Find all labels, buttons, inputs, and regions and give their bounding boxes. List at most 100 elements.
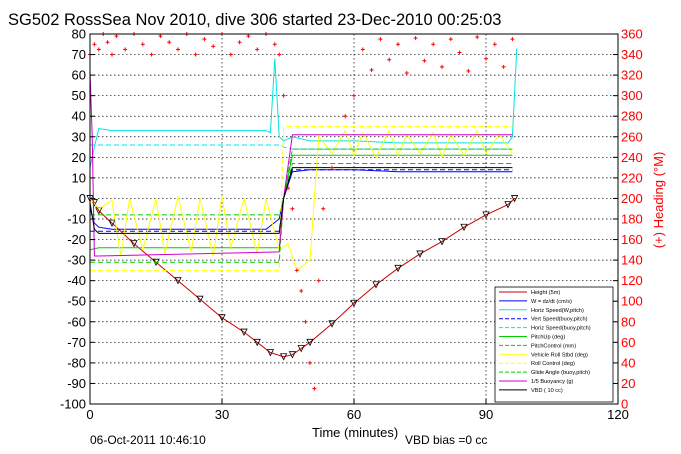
height-marker	[504, 201, 512, 209]
legend-label: Horiz Speed(buoy,pitch)	[531, 326, 591, 332]
y-left-tick-label: -70	[67, 335, 86, 350]
height-marker	[350, 299, 358, 308]
y-left-tick-label: -60	[67, 314, 86, 329]
heading-point	[149, 52, 154, 57]
heading-point	[378, 37, 383, 42]
heading-point	[501, 64, 506, 69]
y-right-tick-label: 240	[621, 150, 643, 165]
heading-point	[321, 206, 326, 211]
height-marker	[460, 223, 468, 232]
heading-point	[404, 71, 409, 76]
heading-point	[316, 278, 321, 283]
series-line-0	[89, 198, 515, 358]
heading-point	[255, 47, 260, 52]
y-right-tick-label: 120	[621, 273, 643, 288]
heading-point	[92, 42, 97, 47]
heading-point	[96, 47, 101, 52]
heading-point	[369, 67, 374, 72]
height-marker	[394, 264, 402, 273]
y-right-tick-label: 180	[621, 212, 643, 227]
footer-vbd-bias: VBD bias =0 cc	[405, 433, 487, 447]
legend-label: Height (5m)	[531, 290, 560, 296]
y-left-tick-label: 80	[72, 27, 86, 42]
heading-point	[193, 52, 198, 57]
legend-label: Vehicle Roll Stbd (deg)	[531, 352, 588, 358]
y-left-tick-label: -30	[67, 253, 86, 268]
heading-point	[492, 42, 497, 47]
heading-point	[299, 288, 304, 293]
x-axis-label: Time (minutes)	[312, 425, 398, 440]
x-tick-label: 30	[215, 407, 229, 422]
heading-point	[272, 42, 277, 47]
series-line-3	[90, 169, 513, 232]
heading-point	[303, 319, 308, 324]
legend-label: Glide Angle (buoy,pitch)	[531, 370, 590, 376]
heading-point	[448, 37, 453, 42]
y-right-tick-label: 80	[621, 314, 635, 329]
series-line-11	[89, 167, 513, 234]
heading-point	[281, 93, 286, 98]
heading-point	[484, 56, 488, 61]
height-marker	[266, 349, 275, 357]
y-left-tick-label: 30	[72, 129, 86, 144]
heading-point	[228, 52, 233, 57]
heading-point	[457, 50, 462, 55]
y-right-tick-label: 320	[621, 68, 643, 83]
x-tick-label: 90	[479, 407, 493, 422]
heading-point	[202, 37, 207, 42]
heading-point	[475, 35, 480, 40]
heading-point	[466, 69, 471, 73]
heading-point	[277, 52, 282, 57]
series-line-1	[89, 169, 513, 230]
heading-point	[440, 64, 444, 69]
series-line-2	[89, 48, 518, 168]
height-marker	[279, 353, 288, 361]
y-left-tick-label: -40	[67, 273, 86, 288]
heading-point	[158, 34, 163, 39]
height-marker	[253, 338, 261, 347]
legend-label: VBD ( 10 cc)	[531, 388, 563, 394]
heading-point	[413, 36, 418, 41]
height-marker	[108, 219, 116, 228]
heading-point	[110, 52, 114, 57]
heading-point	[308, 360, 312, 365]
height-marker	[482, 211, 490, 219]
legend: Height (5m) W = dz/dt (cm/s) Horiz Speed(W…	[494, 286, 614, 403]
heading-point	[290, 206, 295, 211]
y-right-tick-label: 60	[621, 335, 635, 350]
y-left-tick-label: 40	[72, 109, 86, 124]
y-left-tick-label: 20	[72, 150, 86, 165]
y-right-tick-label: 140	[621, 253, 643, 268]
y-right-tick-label: 40	[621, 355, 635, 370]
y-right-tick-label: 220	[621, 170, 643, 185]
y-left-tick-label: 0	[79, 191, 86, 206]
height-marker	[95, 207, 103, 215]
legend-label: 1/5 Buoyancy (g)	[531, 379, 573, 385]
y-left-tick-label: -10	[67, 212, 86, 227]
y-left-tick-label: 70	[72, 47, 86, 62]
height-marker	[328, 320, 336, 328]
y-left-tick-label: -80	[67, 355, 86, 370]
legend-label: Roll Control (deg)	[531, 361, 575, 367]
height-marker	[297, 345, 305, 353]
tick-labels: 0 30 60 90 12080706050403020100-10-20-30-40-…	[60, 27, 643, 423]
y-right-tick-label: 260	[621, 129, 643, 144]
y-right-tick-label: 160	[621, 232, 643, 247]
y-right-tick-label: 300	[621, 88, 643, 103]
heading-point	[176, 47, 180, 52]
heading-point	[246, 34, 251, 39]
legend-label: Horiz Speed(W,pitch)	[531, 308, 584, 314]
heading-point	[352, 93, 356, 98]
height-marker	[510, 195, 519, 203]
x-tick-label: 120	[607, 407, 629, 422]
heading-point	[294, 268, 299, 273]
y-left-tick-label: -20	[67, 232, 86, 247]
legend-label: PitchControl (mm)	[531, 343, 576, 349]
heading-point	[167, 40, 172, 45]
height-marker	[174, 277, 182, 285]
height-marker	[372, 281, 380, 289]
y-left-tick-label: 10	[72, 170, 86, 185]
heading-point	[330, 165, 334, 170]
height-marker	[416, 250, 424, 258]
